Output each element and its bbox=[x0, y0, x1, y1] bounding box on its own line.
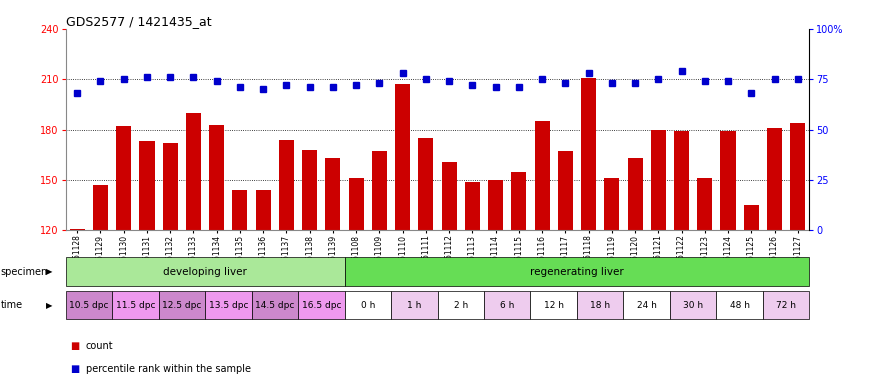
Text: time: time bbox=[1, 300, 23, 310]
Text: developing liver: developing liver bbox=[163, 266, 247, 277]
Text: 1 h: 1 h bbox=[407, 301, 422, 310]
Text: regenerating liver: regenerating liver bbox=[530, 266, 624, 277]
Bar bbox=[418, 138, 433, 384]
Bar bbox=[302, 150, 318, 384]
Bar bbox=[255, 190, 270, 384]
Bar bbox=[511, 172, 527, 384]
Bar bbox=[535, 121, 550, 384]
Text: 13.5 dpc: 13.5 dpc bbox=[208, 301, 248, 310]
Bar bbox=[66, 257, 345, 286]
Bar bbox=[697, 178, 712, 384]
Bar bbox=[209, 124, 224, 384]
Text: 10.5 dpc: 10.5 dpc bbox=[69, 301, 108, 310]
Bar bbox=[623, 291, 670, 319]
Bar bbox=[233, 190, 248, 384]
Text: specimen: specimen bbox=[1, 266, 48, 277]
Bar bbox=[484, 291, 530, 319]
Bar bbox=[345, 257, 809, 286]
Bar bbox=[70, 229, 85, 384]
Text: 72 h: 72 h bbox=[776, 301, 796, 310]
Bar bbox=[116, 126, 131, 384]
Bar bbox=[767, 128, 782, 384]
Text: GDS2577 / 1421435_at: GDS2577 / 1421435_at bbox=[66, 15, 211, 28]
Bar bbox=[163, 143, 178, 384]
Bar bbox=[530, 291, 577, 319]
Bar bbox=[348, 178, 364, 384]
Bar bbox=[790, 123, 805, 384]
Text: ■: ■ bbox=[70, 341, 80, 351]
Text: 30 h: 30 h bbox=[683, 301, 704, 310]
Bar bbox=[627, 158, 642, 384]
Bar bbox=[298, 291, 345, 319]
Bar bbox=[139, 141, 155, 384]
Text: 24 h: 24 h bbox=[637, 301, 656, 310]
Bar bbox=[581, 78, 596, 384]
Bar bbox=[763, 291, 809, 319]
Bar bbox=[372, 151, 387, 384]
Text: 16.5 dpc: 16.5 dpc bbox=[302, 301, 341, 310]
Text: 12.5 dpc: 12.5 dpc bbox=[162, 301, 201, 310]
Bar bbox=[674, 131, 690, 384]
Bar bbox=[345, 291, 391, 319]
Bar bbox=[252, 291, 298, 319]
Bar bbox=[112, 291, 158, 319]
Bar bbox=[326, 158, 340, 384]
Bar bbox=[66, 291, 112, 319]
Bar bbox=[488, 180, 503, 384]
Text: ▶: ▶ bbox=[46, 301, 52, 310]
Bar bbox=[205, 291, 252, 319]
Text: 12 h: 12 h bbox=[543, 301, 564, 310]
Bar bbox=[396, 84, 410, 384]
Bar bbox=[465, 182, 480, 384]
Text: ▶: ▶ bbox=[46, 267, 52, 276]
Text: 6 h: 6 h bbox=[500, 301, 514, 310]
Text: 18 h: 18 h bbox=[590, 301, 610, 310]
Bar bbox=[438, 291, 484, 319]
Text: 11.5 dpc: 11.5 dpc bbox=[116, 301, 155, 310]
Bar bbox=[720, 131, 736, 384]
Text: 0 h: 0 h bbox=[360, 301, 375, 310]
Bar bbox=[670, 291, 717, 319]
Bar bbox=[391, 291, 438, 319]
Bar bbox=[557, 151, 573, 384]
Bar bbox=[158, 291, 205, 319]
Text: 48 h: 48 h bbox=[730, 301, 750, 310]
Bar bbox=[651, 129, 666, 384]
Bar bbox=[442, 162, 457, 384]
Bar bbox=[186, 113, 201, 384]
Bar bbox=[605, 178, 620, 384]
Text: ■: ■ bbox=[70, 364, 80, 374]
Text: 2 h: 2 h bbox=[453, 301, 468, 310]
Text: percentile rank within the sample: percentile rank within the sample bbox=[86, 364, 251, 374]
Bar bbox=[577, 291, 623, 319]
Text: count: count bbox=[86, 341, 114, 351]
Bar bbox=[279, 140, 294, 384]
Bar bbox=[93, 185, 108, 384]
Bar bbox=[744, 205, 759, 384]
Text: 14.5 dpc: 14.5 dpc bbox=[255, 301, 295, 310]
Bar bbox=[717, 291, 763, 319]
